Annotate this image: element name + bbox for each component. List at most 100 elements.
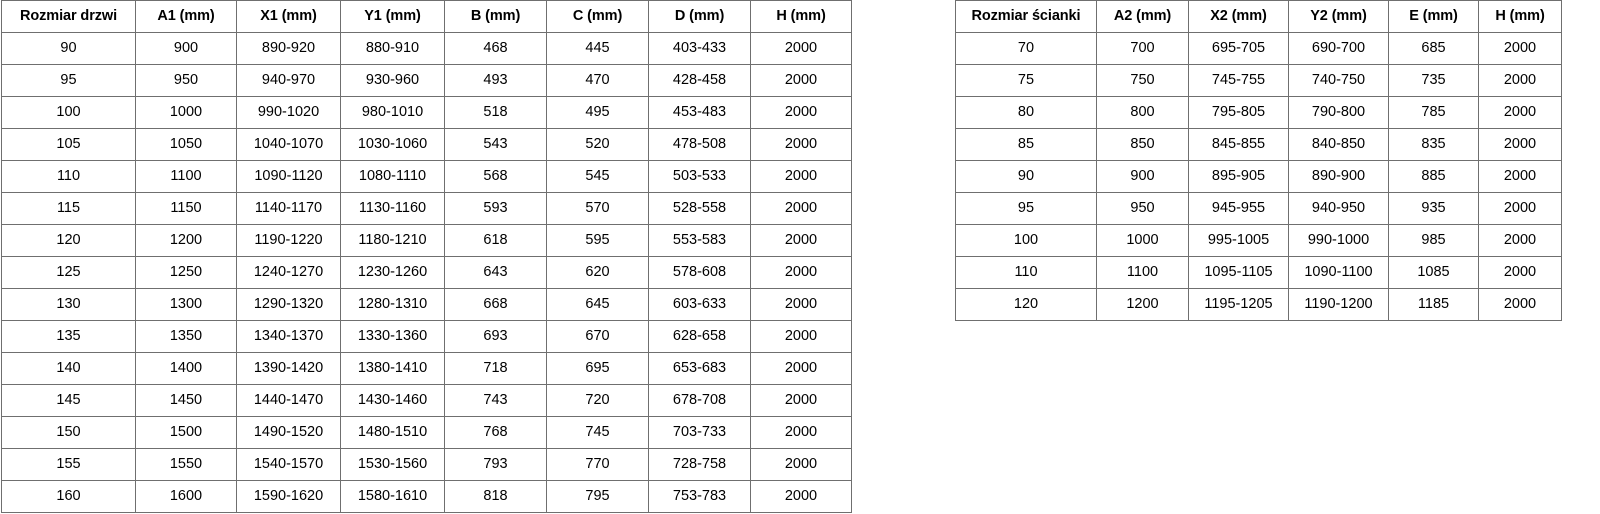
table-cell: 835	[1388, 128, 1479, 161]
table-cell: 700	[1096, 32, 1189, 65]
table-cell: 1185	[1388, 288, 1479, 321]
table-cell: 845-855	[1188, 128, 1289, 161]
table-cell: 495	[546, 96, 649, 129]
table-cell: 518	[444, 96, 547, 129]
table-cell: 1090-1120	[236, 160, 341, 193]
table-cell: 110	[1, 160, 136, 193]
table-cell: 445	[546, 32, 649, 65]
table-row: 115 1150 1140-1170 1130-1160 593 570 528-558 20…	[1, 192, 852, 225]
table-cell: 90	[955, 160, 1097, 193]
table-row: 155 1550 1540-1570 1530-1560 793 770 728-758 20…	[1, 448, 852, 481]
table-cell: 2000	[1478, 192, 1562, 225]
table-cell: 2000	[750, 32, 852, 65]
table-cell: 735	[1388, 64, 1479, 97]
table-cell: 1130-1160	[340, 192, 445, 225]
table-row: 100 1000 990-1020 980-1010 518 495 453-483 2000	[1, 96, 852, 129]
table-cell: 1150	[135, 192, 237, 225]
table-cell: 678-708	[648, 384, 751, 417]
table-cell: 2000	[1478, 224, 1562, 257]
table-cell: 1180-1210	[340, 224, 445, 257]
table-cell: 653-683	[648, 352, 751, 385]
table-cell: 2000	[750, 160, 852, 193]
table-cell: 2000	[1478, 64, 1562, 97]
column-header: X2 (mm)	[1188, 0, 1289, 33]
table-cell: 900	[1096, 160, 1189, 193]
table-cell: 2000	[750, 352, 852, 385]
table-cell: 2000	[750, 384, 852, 417]
table-cell: 1250	[135, 256, 237, 289]
column-header: A1 (mm)	[135, 0, 237, 33]
table-cell: 90	[1, 32, 136, 65]
table-cell: 785	[1388, 96, 1479, 129]
table-cell: 1190-1200	[1288, 288, 1389, 321]
table-cell: 2000	[1478, 288, 1562, 321]
table-cell: 2000	[750, 416, 852, 449]
table-cell: 1030-1060	[340, 128, 445, 161]
door-table-header: Rozmiar drzwi A1 (mm) X1 (mm) Y1 (mm) B (mm)…	[1, 0, 852, 33]
table-cell: 643	[444, 256, 547, 289]
table-row: 120 1200 1190-1220 1180-1210 618 595 553-583 20…	[1, 224, 852, 257]
table-cell: 950	[135, 64, 237, 97]
table-cell: 745	[546, 416, 649, 449]
table-cell: 140	[1, 352, 136, 385]
table-cell: 403-433	[648, 32, 751, 65]
table-cell: 1350	[135, 320, 237, 353]
table-cell: 145	[1, 384, 136, 417]
table-cell: 795	[546, 480, 649, 513]
table-cell: 1590-1620	[236, 480, 341, 513]
table-cell: 2000	[1478, 256, 1562, 289]
table-cell: 1440-1470	[236, 384, 341, 417]
table-row: 90 900 895-905 890-900 885 2000	[955, 160, 1562, 193]
table-cell: 1390-1420	[236, 352, 341, 385]
table-cell: 453-483	[648, 96, 751, 129]
wall-table-header: Rozmiar ścianki A2 (mm) X2 (mm) Y2 (mm) E (m…	[955, 0, 1562, 33]
table-row: 150 1500 1490-1520 1480-1510 768 745 703-733 20…	[1, 416, 852, 449]
table-cell: 1195-1205	[1188, 288, 1289, 321]
table-cell: 1500	[135, 416, 237, 449]
column-header: Rozmiar drzwi	[1, 0, 136, 33]
table-cell: 1090-1100	[1288, 256, 1389, 289]
column-header: C (mm)	[546, 0, 649, 33]
table-cell: 1600	[135, 480, 237, 513]
table-cell: 720	[546, 384, 649, 417]
table-cell: 695	[546, 352, 649, 385]
table-cell: 528-558	[648, 192, 751, 225]
table-row: 140 1400 1390-1420 1380-1410 718 695 653-683 20…	[1, 352, 852, 385]
table-cell: 685	[1388, 32, 1479, 65]
table-cell: 753-783	[648, 480, 751, 513]
table-cell: 793	[444, 448, 547, 481]
table-cell: 478-508	[648, 128, 751, 161]
table-cell: 1080-1110	[340, 160, 445, 193]
table-cell: 115	[1, 192, 136, 225]
table-cell: 70	[955, 32, 1097, 65]
table-cell: 940-970	[236, 64, 341, 97]
table-cell: 2000	[750, 224, 852, 257]
table-cell: 770	[546, 448, 649, 481]
table-cell: 120	[1, 224, 136, 257]
table-cell: 503-533	[648, 160, 751, 193]
table-cell: 890-900	[1288, 160, 1389, 193]
table-cell: 818	[444, 480, 547, 513]
table-cell: 150	[1, 416, 136, 449]
table-cell: 100	[955, 224, 1097, 257]
table-cell: 2000	[750, 64, 852, 97]
table-cell: 595	[546, 224, 649, 257]
table-cell: 1040-1070	[236, 128, 341, 161]
table-cell: 768	[444, 416, 547, 449]
table-cell: 1290-1320	[236, 288, 341, 321]
table-cell: 718	[444, 352, 547, 385]
column-header: H (mm)	[750, 0, 852, 33]
column-header: D (mm)	[648, 0, 751, 33]
table-row: 160 1600 1590-1620 1580-1610 818 795 753-783 20…	[1, 480, 852, 513]
table-cell: 570	[546, 192, 649, 225]
table-header-row: Rozmiar ścianki A2 (mm) X2 (mm) Y2 (mm) E (m…	[955, 0, 1562, 33]
table-cell: 135	[1, 320, 136, 353]
table-cell: 743	[444, 384, 547, 417]
table-cell: 2000	[750, 480, 852, 513]
table-cell: 578-608	[648, 256, 751, 289]
table-cell: 1100	[1096, 256, 1189, 289]
table-cell: 1200	[135, 224, 237, 257]
table-cell: 1430-1460	[340, 384, 445, 417]
column-header: Rozmiar ścianki	[955, 0, 1097, 33]
table-row: 145 1450 1440-1470 1430-1460 743 720 678-708 20…	[1, 384, 852, 417]
